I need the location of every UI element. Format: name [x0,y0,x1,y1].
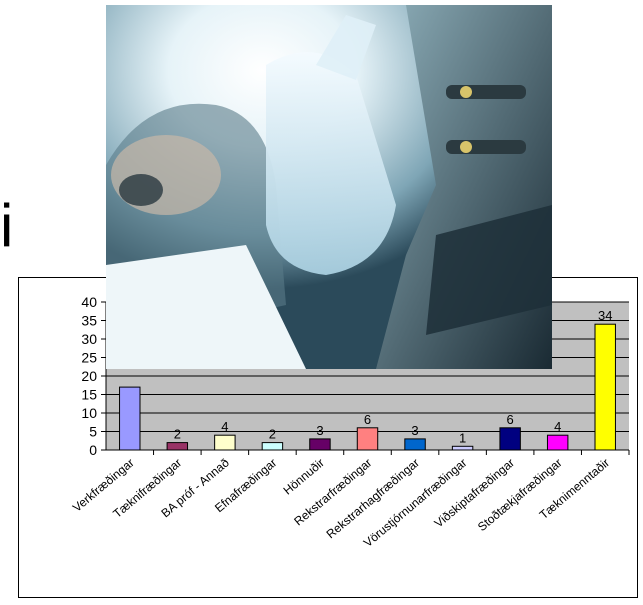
x-category-label: Hönnuðir [281,456,327,498]
y-tick-label: 10 [81,405,97,421]
y-tick-label: 40 [81,294,97,310]
data-label: 3 [411,423,418,438]
bar [261,442,284,451]
data-label: 4 [221,419,228,434]
bar [404,438,426,451]
y-tick-label: 20 [81,368,97,384]
heading-fragment: i [0,192,14,259]
x-category-label: Stoðtækjafræðingar [475,456,565,534]
y-tick-label: 15 [81,387,97,403]
data-label: 2 [174,427,181,442]
y-tick-label: 0 [89,442,97,458]
y-tick-label: 5 [89,424,97,440]
bar [119,386,141,451]
data-label: 4 [554,419,561,434]
y-tick-label: 35 [81,313,97,329]
data-label: 1 [459,430,466,445]
x-category-label: Viðskiptafræðingar [432,456,517,531]
data-label: 34 [598,308,612,323]
data-label: 2 [269,427,276,442]
bar [594,323,616,451]
y-tick-label: 25 [81,350,97,366]
bar [499,427,521,451]
bar [356,427,379,451]
bar [166,442,189,451]
data-label: 3 [316,423,323,438]
scientist-photo [106,5,552,369]
y-tick-label: 30 [81,331,97,347]
data-label: 6 [364,412,371,427]
bar [451,445,474,451]
bar [309,438,331,451]
bar [546,434,569,451]
bar [214,434,236,451]
data-label: 6 [507,412,514,427]
